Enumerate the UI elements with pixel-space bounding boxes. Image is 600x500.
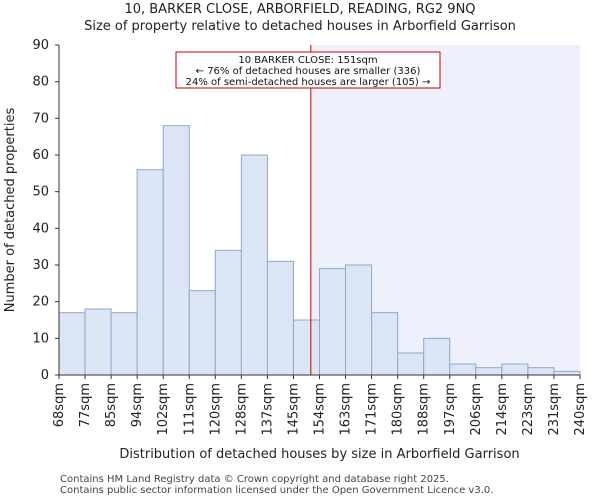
x-tick-label-154sqm: 154sqm: [313, 383, 328, 436]
annotation-line-3: 24% of semi-detached houses are larger (…: [186, 77, 431, 88]
y-tick-label-20: 20: [32, 295, 49, 310]
annotation-box: [175, 51, 441, 89]
x-tick-label-68sqm: 68sqm: [52, 383, 67, 427]
x-tick-label-231sqm: 231sqm: [547, 383, 562, 436]
footer-line-2: Contains public sector information licen…: [60, 485, 494, 496]
x-tick-label-128sqm: 128sqm: [234, 383, 249, 436]
bar-111sqm: [188, 290, 216, 376]
x-tick-label-102sqm: 102sqm: [156, 383, 171, 436]
annotation-line-2: ← 76% of detached houses are smaller (33…: [196, 66, 421, 77]
bar-128sqm: [240, 154, 268, 376]
y-tick-label-10: 10: [32, 331, 49, 346]
bar-214sqm: [501, 363, 529, 376]
x-tick-label-214sqm: 214sqm: [495, 383, 510, 436]
y-tick-label-80: 80: [32, 75, 49, 90]
bar-197sqm: [449, 363, 477, 376]
bar-85sqm: [110, 312, 138, 376]
y-axis-label: Number of detached properties: [3, 108, 18, 313]
x-tick-label-197sqm: 197sqm: [443, 383, 458, 436]
y-tick-label-0: 0: [41, 368, 49, 383]
x-tick-label-240sqm: 240sqm: [573, 383, 588, 436]
bar-188sqm: [423, 337, 451, 376]
bar-145sqm: [292, 319, 321, 376]
x-tick-label-137sqm: 137sqm: [260, 383, 275, 436]
bar-102sqm: [162, 125, 190, 376]
bar-231sqm: [553, 370, 581, 376]
y-tick-label-60: 60: [32, 148, 49, 163]
x-tick-label-145sqm: 145sqm: [286, 383, 301, 436]
bar-94sqm: [136, 169, 164, 376]
x-tick-label-171sqm: 171sqm: [365, 383, 380, 436]
bar-68sqm: [58, 312, 86, 376]
x-tick-label-94sqm: 94sqm: [130, 383, 145, 427]
x-tick-label-223sqm: 223sqm: [521, 383, 536, 436]
x-tick-label-85sqm: 85sqm: [104, 383, 119, 427]
x-tick-label-163sqm: 163sqm: [339, 383, 354, 436]
bar-120sqm: [214, 249, 242, 376]
y-tick-label-90: 90: [32, 38, 49, 53]
y-tick-label-70: 70: [32, 111, 49, 126]
annotation-line-1: 10 BARKER CLOSE: 151sqm: [238, 55, 377, 66]
x-tick-label-120sqm: 120sqm: [208, 383, 223, 436]
bar-137sqm: [266, 260, 294, 376]
y-tick-label-50: 50: [32, 185, 49, 200]
chart-subtitle: Size of property relative to detached ho…: [84, 19, 516, 34]
y-tick-label-30: 30: [32, 258, 49, 273]
bar-77sqm: [84, 308, 112, 376]
x-axis-label: Distribution of detached houses by size …: [119, 447, 519, 462]
bar-154sqm: [319, 268, 347, 376]
y-tick-label-40: 40: [32, 221, 49, 236]
bar-171sqm: [371, 312, 399, 376]
footer-line-1: Contains HM Land Registry data © Crown c…: [60, 474, 449, 485]
bar-180sqm: [397, 352, 425, 376]
x-tick-label-180sqm: 180sqm: [391, 383, 406, 436]
bar-206sqm: [475, 367, 503, 376]
bar-223sqm: [527, 367, 555, 376]
x-tick-label-77sqm: 77sqm: [78, 383, 93, 427]
x-tick-label-206sqm: 206sqm: [469, 383, 484, 436]
chart-title: 10, BARKER CLOSE, ARBORFIELD, READING, R…: [124, 2, 476, 17]
x-tick-label-111sqm: 111sqm: [182, 383, 197, 436]
x-tick-label-188sqm: 188sqm: [417, 383, 432, 436]
bar-163sqm: [345, 264, 373, 376]
